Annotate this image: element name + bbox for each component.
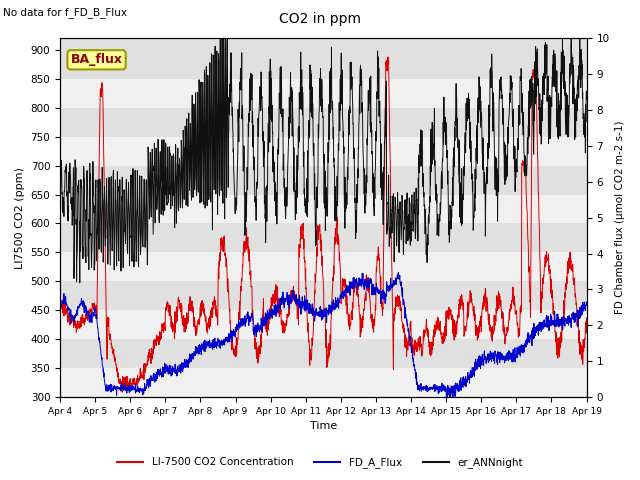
Y-axis label: LI7500 CO2 (ppm): LI7500 CO2 (ppm) xyxy=(15,167,25,269)
Text: No data for f_FD_B_Flux: No data for f_FD_B_Flux xyxy=(3,7,127,18)
Y-axis label: FD Chamber flux (μmol CO2 m-2 s-1): FD Chamber flux (μmol CO2 m-2 s-1) xyxy=(615,121,625,314)
X-axis label: Time: Time xyxy=(310,421,337,432)
Bar xyxy=(60,194,587,224)
Bar xyxy=(60,310,587,339)
Bar xyxy=(60,252,587,281)
Bar xyxy=(60,368,587,397)
Bar xyxy=(60,137,587,166)
Text: BA_flux: BA_flux xyxy=(70,53,122,66)
Text: CO2 in ppm: CO2 in ppm xyxy=(279,12,361,26)
Legend: LI-7500 CO2 Concentration, FD_A_Flux, er_ANNnight: LI-7500 CO2 Concentration, FD_A_Flux, er… xyxy=(113,453,527,472)
Bar xyxy=(60,79,587,108)
